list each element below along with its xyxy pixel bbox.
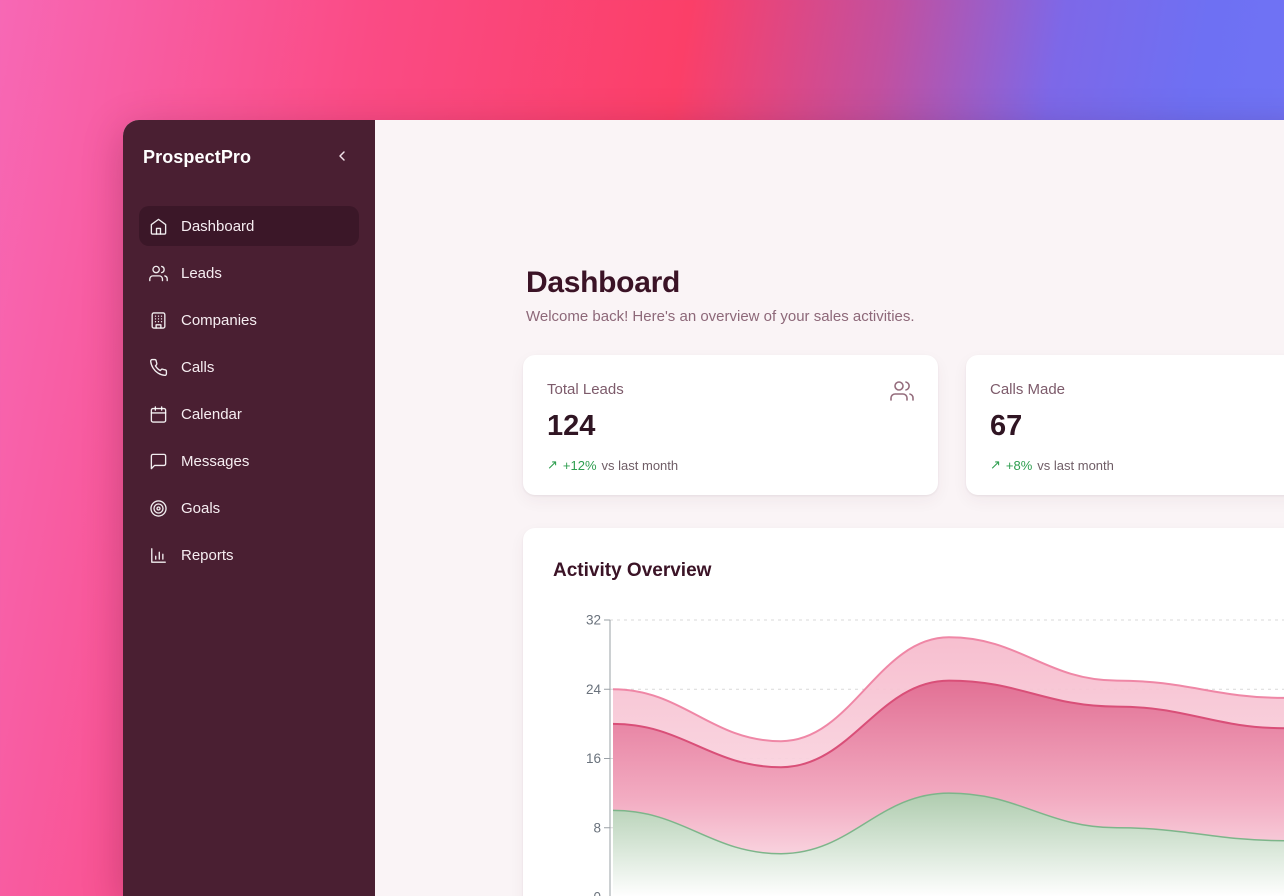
sidebar-header: ProspectPro	[139, 144, 359, 170]
sidebar-item-reports[interactable]: Reports	[139, 535, 359, 575]
sidebar-item-calendar[interactable]: Calendar	[139, 394, 359, 434]
trend-suffix: vs last month	[601, 457, 679, 473]
message-square-icon	[149, 452, 168, 471]
activity-overview-title: Activity Overview	[553, 560, 712, 581]
sidebar-item-label: Leads	[181, 264, 222, 282]
stat-card-total-leads: Total Leads 124 ↗ +12% vs last month	[523, 355, 938, 495]
sidebar-item-leads[interactable]: Leads	[139, 253, 359, 293]
sidebar-item-label: Companies	[181, 311, 257, 329]
stat-trend: ↗ +12% vs last month	[547, 457, 914, 473]
sidebar-item-label: Calls	[181, 358, 215, 376]
stat-value: 124	[547, 410, 596, 442]
sidebar-collapse-button[interactable]	[329, 144, 355, 170]
svg-text:32: 32	[586, 613, 601, 628]
target-icon	[149, 499, 168, 518]
home-icon	[149, 217, 168, 236]
trend-percent: +12%	[562, 457, 597, 473]
sidebar-item-calls[interactable]: Calls	[139, 347, 359, 387]
stat-label: Total Leads	[547, 381, 624, 398]
phone-icon	[149, 358, 168, 377]
chevron-left-icon	[334, 148, 350, 167]
sidebar-item-messages[interactable]: Messages	[139, 441, 359, 481]
activity-overview-card: Activity Overview 08162432MonTueWedThuFr…	[523, 528, 1284, 896]
bar-chart-icon	[149, 546, 168, 565]
users-icon	[890, 379, 914, 403]
calendar-icon	[149, 405, 168, 424]
sidebar-item-label: Messages	[181, 452, 250, 470]
page-subtitle: Welcome back! Here's an overview of your…	[526, 308, 915, 325]
sidebar-nav: Dashboard Leads Companies Calls Calendar Mess…	[139, 206, 359, 575]
sidebar-item-companies[interactable]: Companies	[139, 300, 359, 340]
stat-label: Calls Made	[990, 381, 1066, 398]
stat-card-calls-made: Calls Made 67 ↗ +8% vs last month	[966, 355, 1284, 495]
sidebar-item-label: Reports	[181, 546, 234, 564]
users-icon	[149, 264, 168, 283]
sidebar-item-label: Calendar	[181, 405, 242, 423]
sidebar-item-label: Goals	[181, 499, 221, 517]
sidebar-item-label: Dashboard	[181, 217, 255, 235]
trend-percent: +8%	[1005, 457, 1033, 473]
page-title: Dashboard	[526, 266, 680, 299]
svg-text:0: 0	[593, 890, 601, 896]
sidebar: ProspectPro Dashboard Leads Companies Calls…	[123, 120, 375, 896]
sidebar-item-dashboard[interactable]: Dashboard	[139, 206, 359, 246]
activity-area-chart: 08162432MonTueWedThuFri	[586, 613, 1284, 896]
stats-row: Total Leads 124 ↗ +12% vs last month Calls Ma…	[523, 355, 1284, 495]
stat-value: 67	[990, 410, 1023, 442]
sidebar-item-goals[interactable]: Goals	[139, 488, 359, 528]
trend-suffix: vs last month	[1037, 457, 1114, 473]
building-icon	[149, 311, 168, 330]
svg-text:16: 16	[586, 751, 601, 766]
trend-up-icon: ↗	[547, 457, 558, 472]
brand-logo: ProspectPro	[143, 146, 252, 167]
svg-text:8: 8	[593, 820, 601, 835]
svg-text:24: 24	[586, 682, 602, 697]
app-window: ProspectPro Dashboard Leads Companies Calls…	[123, 120, 1284, 896]
trend-up-icon: ↗	[990, 457, 1001, 472]
stat-trend: ↗ +8% vs last month	[990, 457, 1284, 473]
